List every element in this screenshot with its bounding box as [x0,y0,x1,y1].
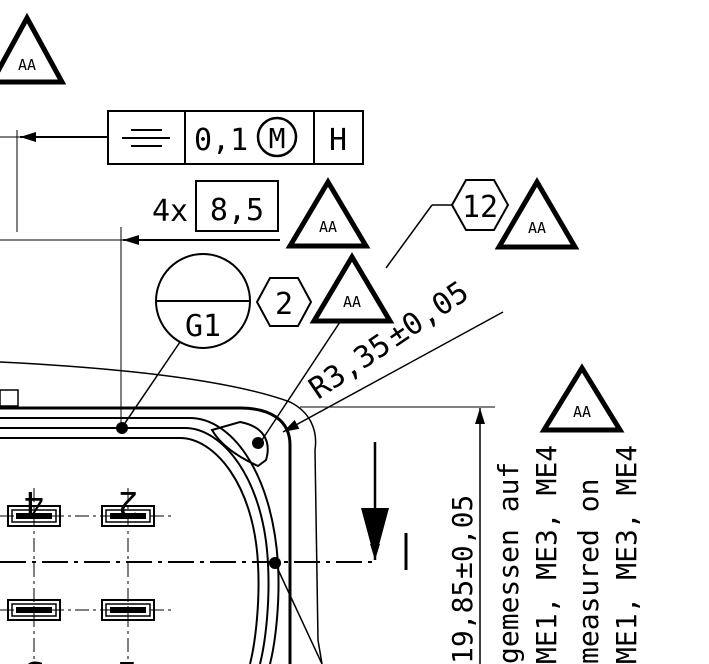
fcf-modifier: M [269,122,286,155]
connector-shell-inner-1 [0,417,280,664]
connector-shell-inner-3 [0,437,260,664]
fcf-datum: H [329,123,347,158]
datum-point-key [252,437,264,449]
housing-outline [0,361,323,664]
gauge-label: G1 [185,309,221,344]
datum-point-g1 [116,422,128,434]
pin-3: 3 [7,599,61,664]
symmetry-icon [122,129,170,147]
triangle-marker-right: AA [539,363,625,433]
hex-marker-2: 2 [255,277,313,327]
count-prefix: 4x [152,194,188,229]
triangle-label: AA [18,56,36,74]
pin-2: 2 [101,483,155,527]
fcf-tolerance: 0,1 [194,123,248,158]
feature-control-frame: 0,1 M H [107,110,364,165]
pin-4: 4 [7,483,61,527]
hex-2-label: 2 [275,287,293,322]
note-de-line-2: ME1, ME3, ME4 [530,445,563,664]
triangle-marker-right-top: AA [494,177,580,250]
note-en-line-1: measured on [572,479,605,664]
pin-1-label: 1 [118,653,138,664]
center-leader [259,321,341,444]
triangle-label: AA [573,403,591,421]
pin-3-label: 3 [24,653,44,664]
note-de-line-1: gemessen auf [492,462,525,664]
side-leader [274,562,323,664]
vertical-dim: 19,85 [446,580,479,664]
radius-tol: ±0,05 [381,275,475,355]
connector-shell-inner-2 [0,427,270,664]
mmc-modifier: M [256,116,298,158]
triangle-marker-center: AA [309,252,395,324]
vertical-tol: ±0,05 [446,495,479,579]
triangle-label: AA [319,218,337,236]
triangle-marker-middle: AA [285,177,371,249]
pin-1: 1 [101,599,155,664]
triangle-label: AA [528,219,546,237]
note-german: gemessen auf ME1, ME3, ME4 [492,445,563,664]
vertical-dimension: 19,85 ±0,05 [446,495,479,664]
note-english: measured on ME1, ME3, ME4 [572,445,643,664]
connector-shell-outer [0,406,292,664]
gauge-leader [122,341,181,427]
hex-marker-12: 12 [450,179,510,231]
triangle-marker-top-left: AA [0,12,67,85]
triangle-label: AA [343,293,361,311]
pin-2-label: 2 [118,483,138,523]
polarizing-key [210,420,269,468]
basic-dim-box [195,180,279,232]
housing-tab [0,389,19,407]
basic-dim: 8,5 [210,193,264,228]
radius-leader [282,311,504,433]
pin-4-label: 4 [24,483,44,523]
hex-12-label: 12 [462,190,498,225]
gauge-circle-g1: G1 [155,253,251,349]
note-en-line-2: ME1, ME3, ME4 [610,445,643,664]
